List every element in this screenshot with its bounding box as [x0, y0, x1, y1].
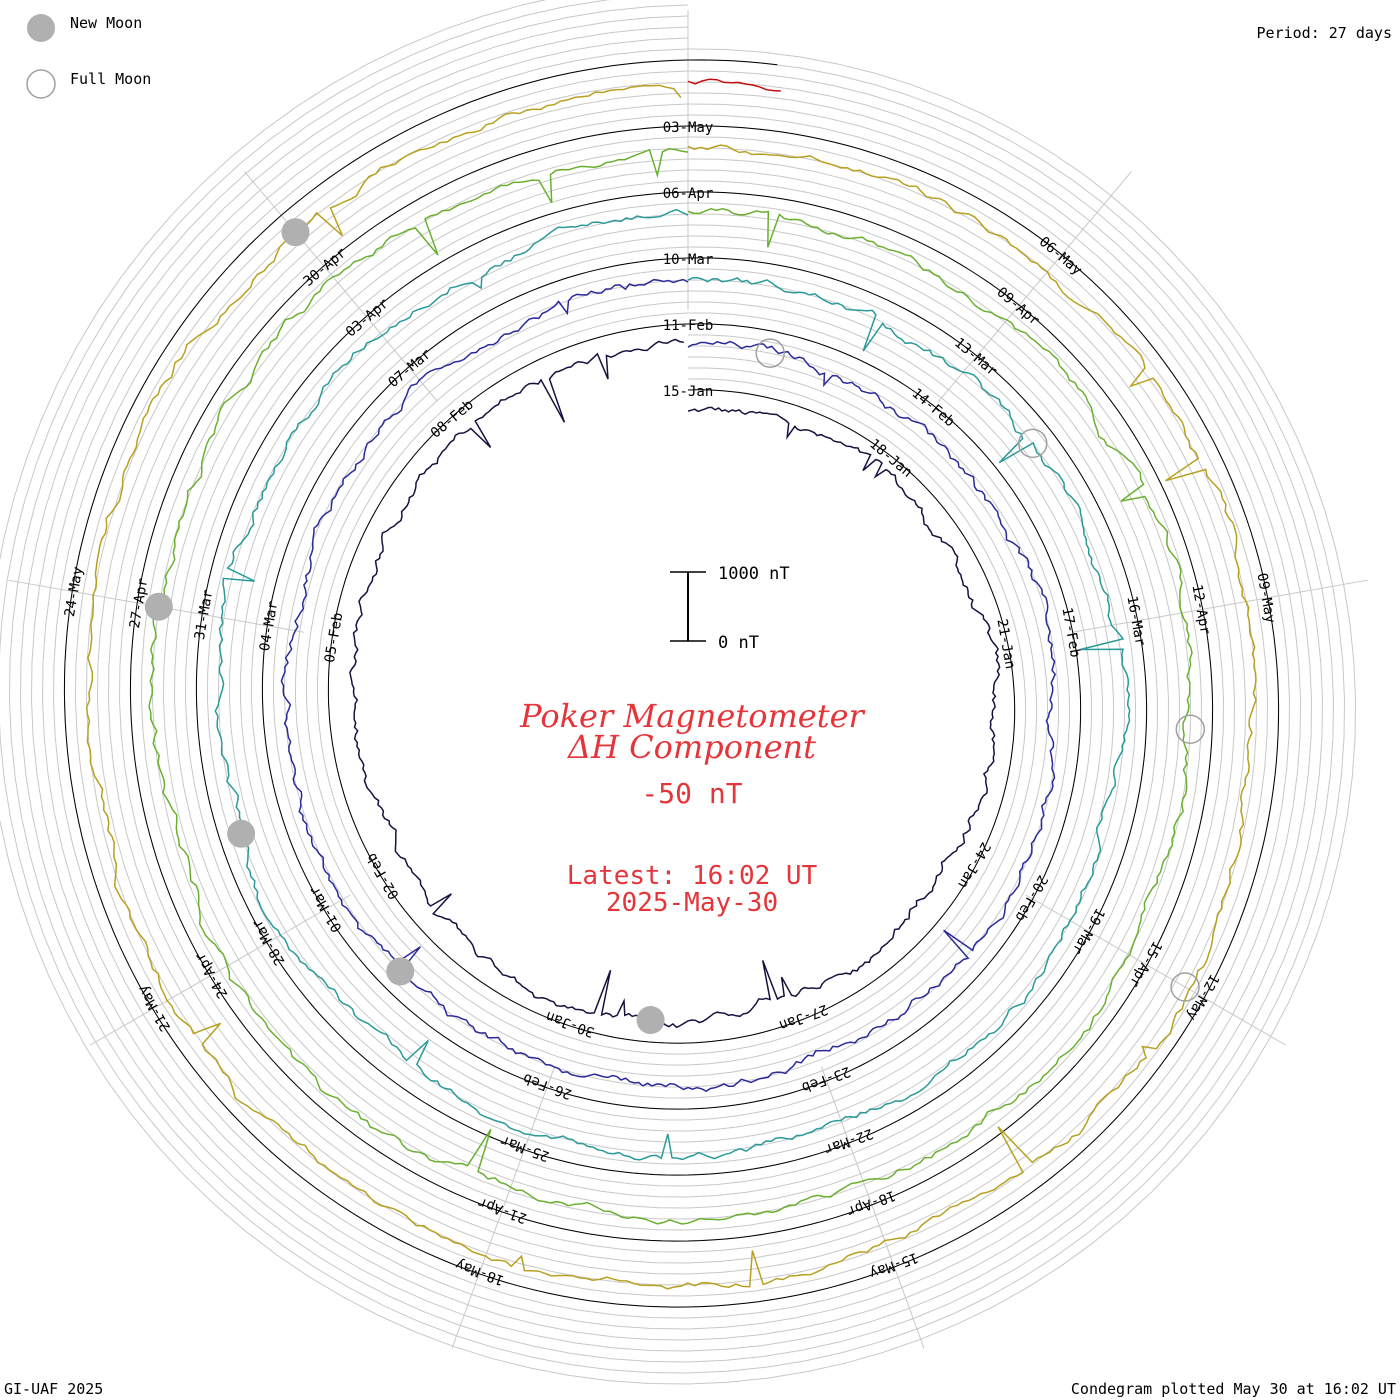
grid-ring	[184, 180, 1159, 1187]
date-label: 07-Mar	[385, 346, 434, 391]
latest-date: 2025-May-30	[606, 888, 778, 918]
radial-spoke	[1025, 894, 1286, 1046]
full-moon-marker	[1017, 428, 1048, 459]
radial-spoke	[938, 171, 1132, 402]
data-traces	[86, 78, 1257, 1290]
full-moon-marker	[755, 338, 785, 368]
full-moon-marker	[1175, 714, 1206, 745]
date-label: 26-Feb	[521, 1070, 574, 1102]
grid-ring	[195, 191, 1148, 1176]
current-value: -50 nT	[641, 777, 742, 810]
date-label: 25-Mar	[498, 1132, 551, 1164]
date-label: 27-Jan	[777, 1001, 830, 1033]
grid-ring	[140, 136, 1203, 1231]
scale-top-label: 1000 nT	[718, 564, 790, 584]
grid-ring	[129, 125, 1214, 1242]
footer-plot-time: Condegram plotted May 30 at 16:02 UT	[1071, 1380, 1396, 1398]
chart-title: Poker Magnetometer	[519, 697, 865, 735]
grid-ring	[317, 312, 1026, 1055]
date-label: 02-Feb	[364, 850, 403, 902]
radial-spoke	[244, 171, 438, 402]
scale-bottom-label: 0 nT	[718, 633, 759, 653]
grid-ring	[294, 290, 1048, 1077]
baseline-spiral	[63, 59, 1280, 1308]
date-label: 09-May	[1253, 572, 1278, 625]
grid-ring	[8, 4, 1335, 1363]
trace-series-2	[280, 278, 1057, 1093]
period-label: Period: 27 days	[1257, 24, 1392, 42]
moon-markers	[144, 218, 1206, 1035]
new-moon-marker	[386, 957, 415, 986]
grid-ring	[0, 0, 1357, 1385]
trace-series-4	[148, 148, 1193, 1225]
footer-credit: GI-UAF 2025	[4, 1380, 103, 1398]
date-label: 24-May	[62, 566, 87, 619]
date-label: 03-May	[663, 120, 714, 136]
grid-ring	[19, 15, 1324, 1352]
grid-ring	[173, 169, 1170, 1198]
radial-spoke	[820, 1066, 925, 1349]
full-moon-legend-icon	[26, 69, 56, 99]
chart-subtitle: ΔH Component	[566, 728, 816, 766]
grid-layer	[0, 0, 1357, 1385]
trace-series-5	[86, 84, 1257, 1290]
grid-ring	[306, 301, 1037, 1066]
radial-spoke	[90, 894, 351, 1046]
date-label: 05-Feb	[322, 611, 347, 664]
date-label: 22-Mar	[822, 1125, 875, 1157]
new-moon-marker	[636, 1006, 665, 1035]
grid-ring	[272, 268, 1070, 1099]
grid-ring	[74, 70, 1269, 1297]
full-moon-marker	[1170, 972, 1200, 1002]
date-label: 18-Apr	[845, 1187, 898, 1219]
grid-ring	[228, 224, 1115, 1143]
grid-ring	[217, 213, 1126, 1154]
trace-series-3	[214, 208, 1131, 1161]
grid-ring	[0, 0, 1346, 1374]
new-moon-legend-label: New Moon	[70, 14, 142, 32]
date-label: 15-Jan	[663, 384, 714, 400]
grid-ring	[162, 158, 1181, 1209]
grid-ring	[107, 103, 1236, 1264]
new-moon-legend-icon	[27, 14, 55, 42]
date-label: 06-Apr	[663, 186, 714, 202]
new-moon-marker	[281, 218, 310, 247]
date-label: 11-Feb	[663, 318, 714, 334]
date-label: 23-Feb	[799, 1063, 852, 1095]
trace-series-6	[687, 78, 781, 92]
baseline-spiral-path	[63, 59, 1280, 1308]
radial-spoke	[451, 1066, 556, 1349]
full-moon-legend-label: Full Moon	[70, 70, 151, 88]
grid-ring	[52, 48, 1291, 1319]
date-label: 15-May	[867, 1249, 920, 1281]
date-label: 31-Mar	[192, 588, 217, 641]
date-label: 21-Apr	[476, 1194, 529, 1226]
grid-ring	[118, 114, 1225, 1253]
grid-ring	[239, 235, 1104, 1132]
date-label: 10-Mar	[663, 252, 714, 268]
new-moon-marker	[144, 592, 173, 621]
scale-bar: 1000 nT 0 nT	[670, 564, 790, 653]
grid-ring	[30, 26, 1313, 1341]
grid-ring	[206, 202, 1137, 1165]
radial-spoke	[1071, 579, 1368, 633]
date-label: 04-Mar	[257, 600, 282, 653]
grid-ring	[250, 246, 1093, 1121]
date-label: 12-Apr	[1188, 583, 1213, 636]
grid-ring	[85, 81, 1258, 1286]
date-label: 16-Mar	[1123, 595, 1148, 648]
grid-ring	[41, 37, 1302, 1330]
latest-time: Latest: 16:02 UT	[567, 861, 818, 891]
grid-ring	[151, 147, 1192, 1220]
trace-series-1	[349, 338, 1001, 1029]
grid-ring	[96, 92, 1247, 1275]
date-label: 06-May	[1036, 234, 1085, 279]
date-label: 08-Feb	[428, 397, 477, 442]
new-moon-marker	[227, 819, 256, 848]
